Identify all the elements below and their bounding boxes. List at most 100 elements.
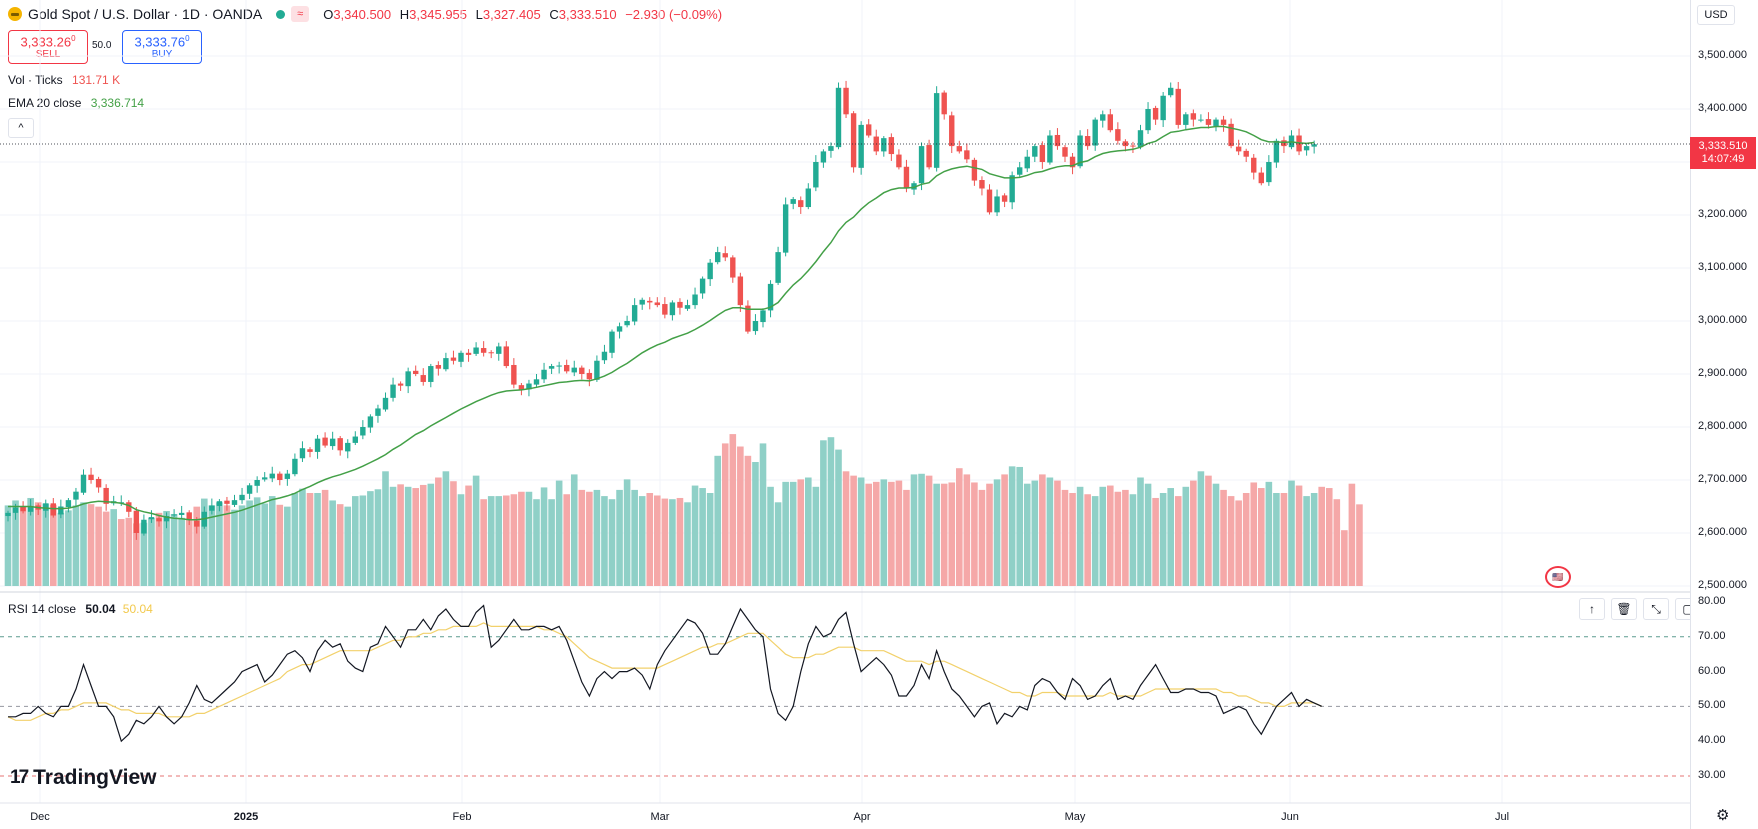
- volume-bar: [872, 481, 880, 586]
- volume-label: Vol · Ticks: [8, 73, 63, 87]
- candle-body: [654, 302, 660, 306]
- candle-body: [27, 505, 34, 512]
- volume-bar: [563, 494, 570, 586]
- candle-body: [956, 146, 962, 152]
- candle-body: [277, 473, 283, 480]
- volume-bar: [382, 471, 389, 586]
- candle-body: [496, 346, 502, 354]
- rsi-legend[interactable]: RSI 14 close 50.04 50.04: [8, 602, 153, 616]
- candle-body: [933, 93, 940, 168]
- volume-bar: [1061, 489, 1069, 586]
- buy-button[interactable]: 3,333.760 BUY: [122, 30, 202, 64]
- volume-bar: [1356, 504, 1363, 586]
- volume-bar: [895, 480, 903, 586]
- volume-legend[interactable]: Vol · Ticks 131.71 K: [8, 73, 120, 87]
- candle-body: [647, 300, 653, 303]
- volume-bar: [1159, 493, 1167, 586]
- candle-body: [141, 519, 147, 534]
- candle-body: [843, 87, 849, 115]
- volume-bar: [42, 503, 50, 586]
- ema-line: [8, 125, 1315, 521]
- price-tick-label: 3,100.000: [1698, 261, 1747, 273]
- buy-label: BUY: [151, 49, 173, 61]
- volume-bar: [65, 510, 72, 586]
- volume-bar: [631, 489, 638, 586]
- ema-value: 3,336.714: [90, 96, 145, 110]
- rsi-tick-label: 40.00: [1698, 734, 1726, 747]
- volume-bar: [389, 486, 397, 586]
- candle-body: [1137, 130, 1144, 148]
- ohlc-low-key: L: [475, 6, 483, 22]
- candle-body: [1107, 114, 1113, 131]
- candle-body: [73, 491, 79, 500]
- volume-bar: [933, 483, 940, 586]
- candle-body: [329, 438, 336, 447]
- volume-bar: [578, 489, 586, 586]
- currency-button[interactable]: USD: [1697, 5, 1735, 25]
- volume-bar: [216, 502, 223, 586]
- candle-body: [178, 512, 185, 515]
- ema-legend[interactable]: EMA 20 close 3,336.714: [8, 96, 144, 110]
- candle-body: [435, 364, 442, 369]
- candle-body: [337, 438, 343, 451]
- symbol-header: Gold Spot / U.S. Dollar · 1D · OANDA ≈ O…: [8, 4, 727, 24]
- volume-bar: [472, 475, 480, 586]
- candle-body: [699, 278, 706, 294]
- settings-icon[interactable]: ⚙: [1716, 807, 1730, 824]
- volume-bar: [850, 475, 857, 586]
- candle-body: [782, 204, 789, 253]
- volume-bar: [1069, 493, 1076, 586]
- ohlc-close-key: C: [549, 6, 559, 22]
- rsi-ma-line: [7, 622, 1322, 721]
- delete-icon[interactable]: 🗑: [1611, 598, 1637, 620]
- volume-bar: [299, 488, 306, 586]
- volume-bar: [276, 504, 284, 586]
- volume-bar: [820, 440, 827, 586]
- candle-body: [586, 372, 593, 380]
- candle-body: [1273, 140, 1280, 163]
- volume-bar: [50, 504, 57, 586]
- volume-bar: [148, 517, 155, 586]
- candle-body: [95, 478, 102, 488]
- volume-bar: [623, 479, 631, 586]
- us-flag-icon[interactable]: 🇺🇸: [1545, 566, 1571, 588]
- bar-countdown: 14:07:49: [1701, 153, 1745, 165]
- candle-body: [194, 520, 200, 527]
- candle-body: [1152, 107, 1159, 120]
- volume-bar: [1303, 496, 1310, 586]
- volume-bar: [1190, 480, 1197, 586]
- candle-body: [707, 262, 713, 280]
- wave-icon[interactable]: ≈: [291, 6, 310, 22]
- ohlc-high-key: H: [399, 6, 410, 22]
- tradingview-wordmark: TradingView: [33, 766, 157, 789]
- collapse-pane-icon[interactable]: ⤡: [1643, 598, 1669, 620]
- candle-body: [50, 503, 56, 516]
- candle-body: [239, 494, 245, 501]
- last-price-tag: 3,333.510 14:07:49: [1690, 137, 1756, 169]
- candle-body: [1251, 157, 1257, 173]
- rsi-line: [8, 604, 1322, 743]
- candle-body: [994, 196, 1000, 213]
- volume-bar: [1099, 486, 1107, 586]
- volume-bar: [12, 500, 19, 586]
- candle-body: [1311, 144, 1317, 147]
- candle-body: [662, 304, 668, 315]
- volume-bar: [465, 485, 472, 586]
- symbol-title[interactable]: Gold Spot / U.S. Dollar · 1D · OANDA: [28, 6, 263, 22]
- volume-bar: [185, 519, 193, 586]
- sell-button[interactable]: 3,333.260 SELL: [8, 30, 88, 64]
- ema-label: EMA 20 close: [8, 96, 82, 110]
- candle-body: [1258, 172, 1264, 184]
- collapse-legend-button[interactable]: ^: [8, 118, 34, 138]
- candle-body: [465, 352, 472, 355]
- volume-bar: [238, 505, 246, 586]
- chart-canvas[interactable]: [0, 0, 1690, 829]
- time-tick-label: Feb: [452, 811, 472, 823]
- volume-bar: [336, 504, 344, 586]
- candle-body: [1213, 119, 1219, 126]
- candle-body: [1100, 114, 1106, 121]
- volume-bar: [321, 489, 329, 586]
- move-up-icon[interactable]: ↑: [1579, 598, 1605, 620]
- candle-body: [1303, 146, 1310, 151]
- volume-bar: [329, 500, 336, 586]
